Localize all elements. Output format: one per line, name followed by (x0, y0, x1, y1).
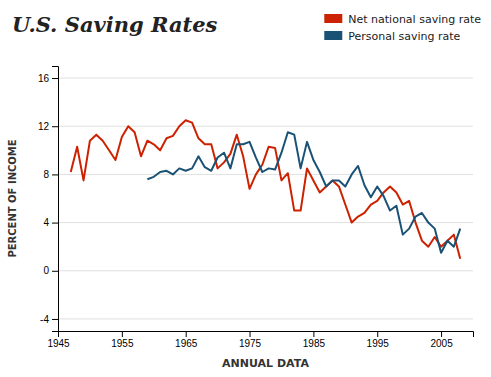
tick-mark (377, 331, 378, 337)
tick-label: 16 (38, 73, 50, 84)
tick-label: 1985 (303, 338, 326, 349)
tick: 1985 (303, 331, 326, 349)
tick: 4 (43, 217, 58, 228)
tick-label: -4 (40, 314, 49, 325)
tick-mark (52, 223, 58, 224)
legend: Net national saving rate Personal saving … (324, 13, 481, 43)
axis-line (59, 332, 474, 338)
legend-swatch (324, 31, 342, 40)
chart: U.S. Saving Rates 1945 1955 1965 1975 1985 199… (0, 0, 491, 377)
tick-mark (250, 331, 251, 337)
tick: 1945 (47, 331, 70, 349)
tick-mark (52, 174, 58, 175)
series-line (147, 132, 460, 252)
grid (58, 78, 473, 319)
y-axis-title: PERCENT OF INCOME (7, 139, 18, 257)
tick: 0 (43, 265, 58, 276)
tick: 8 (43, 169, 58, 180)
tick-mark (186, 331, 187, 337)
tick: 12 (38, 121, 58, 132)
tick-label: 12 (38, 121, 50, 132)
grid-line (58, 270, 473, 271)
tick-mark (52, 126, 58, 127)
tick-mark (313, 331, 314, 337)
tick: -4 (40, 314, 58, 325)
tick: 1955 (111, 331, 134, 349)
series-group (71, 120, 460, 259)
grid-line (58, 222, 473, 223)
x-axis: 1945 1955 1965 1975 1985 1995 2005 (47, 331, 473, 349)
x-axis-title: ANNUAL DATA (222, 357, 309, 370)
tick-label: 1955 (111, 338, 134, 349)
tick: 1995 (367, 331, 390, 349)
tick-label: 2005 (430, 338, 453, 349)
tick-label: 8 (43, 169, 49, 180)
grid-line (58, 126, 473, 127)
grid-line (58, 78, 473, 79)
legend-label: Net national saving rate (348, 13, 481, 26)
tick: 1975 (239, 331, 262, 349)
series-line (71, 120, 460, 259)
tick: 2005 (430, 331, 453, 349)
legend-swatch (324, 14, 342, 23)
tick-mark (52, 271, 58, 272)
legend-item: Personal saving rate (324, 30, 460, 43)
tick-mark (52, 78, 58, 79)
tick: 16 (38, 73, 58, 84)
grid-line (58, 174, 473, 175)
tick-mark (52, 319, 58, 320)
legend-label: Personal saving rate (348, 30, 460, 43)
tick-label: 4 (43, 217, 49, 228)
tick-mark (441, 331, 442, 337)
tick-label: 1995 (367, 338, 390, 349)
legend-item: Net national saving rate (324, 13, 481, 26)
title: U.S. Saving Rates (12, 12, 218, 37)
tick-label: 1975 (239, 338, 262, 349)
tick-label: 0 (43, 265, 49, 276)
grid-line (58, 318, 473, 319)
tick: 1965 (175, 331, 198, 349)
tick-mark (122, 331, 123, 337)
tick-label: 1965 (175, 338, 198, 349)
y-axis: -4 0 4 8 12 16 (38, 67, 59, 332)
tick-label: 1945 (47, 338, 70, 349)
axis-line (52, 67, 59, 332)
plot-area: 1945 1955 1965 1975 1985 1995 2005 -4 0 4 8 12 16 (38, 67, 474, 350)
